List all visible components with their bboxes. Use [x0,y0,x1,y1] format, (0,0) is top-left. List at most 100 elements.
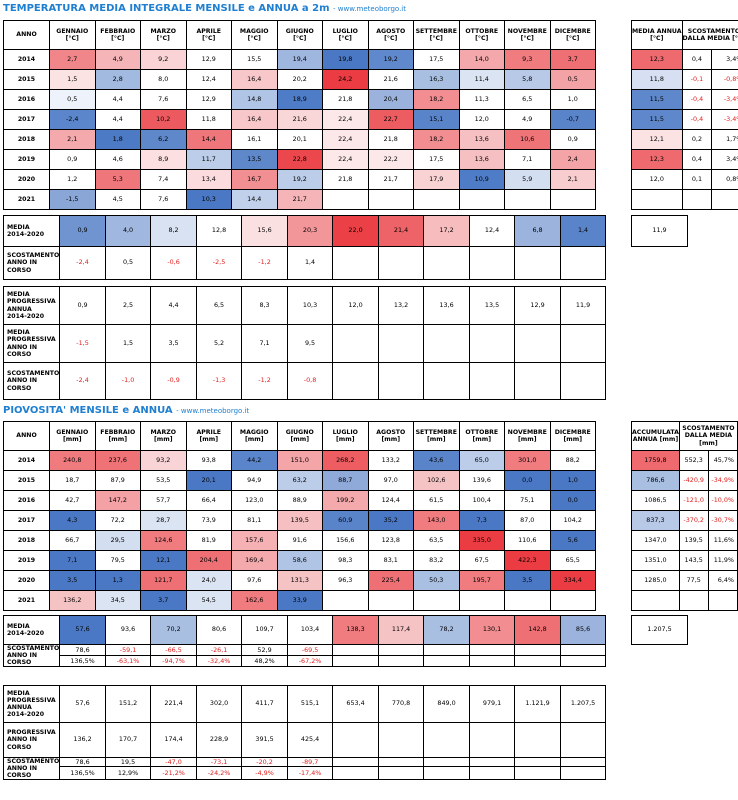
temp-prog-cur-cell [332,324,379,363]
rain-value-cell: 83,1 [367,550,414,571]
rain-value-cell: 66,7 [49,530,96,551]
rain-value-cell: 35,2 [367,510,414,531]
rain-scost-cell: 52,9 [241,643,288,657]
col-header-month: APRILE [mm] [185,421,232,451]
rain-scost-cell [332,643,379,657]
rain-prog-cur-cell [423,722,470,758]
temp-value-cell: 6,5 [504,89,551,110]
rain-value-cell: 131,3 [276,570,323,591]
temp-annual-row: 12,00,10,8% [631,169,738,190]
scost-value-cell: 77,5 [678,570,709,591]
rain-value-cell: 100,4 [458,490,505,511]
rain-prog-scost-pct-cell [332,766,379,781]
rain-annual-row: 786,6 -420,9 -34,9% [631,470,738,491]
temp-media-cell: 12,4 [468,215,516,247]
temp-value-cell: 11,3 [458,89,505,110]
temp-value-cell: 21,6 [276,109,323,130]
temp-prog-cur-cell: 9,5 [286,324,334,363]
temp-media-cell: 12,8 [195,215,243,247]
accumulata-cell: 1347,0 [631,530,680,551]
temp-value-cell: 16,4 [231,109,278,130]
temp-value-cell: 18,2 [413,129,460,150]
rain-scost-pct-cell: -67,2% [286,655,334,668]
temp-prog-scost-cell [559,362,607,400]
scost-pct-cell: -3,4% [711,109,738,130]
year-label: 2018 [3,129,50,150]
temp-prog-cur-cell: 5,2 [195,324,243,363]
media-annua-cell [631,189,683,210]
rain-value-cell: 88,2 [549,450,596,471]
rain-value-cell: 53,5 [140,470,187,491]
rain-prog-cell: 1.207,5 [559,685,607,723]
temp-prog-cell: 13,5 [468,286,516,325]
scost-pct-cell: 11,9% [707,550,738,571]
year-label: 2015 [3,470,50,491]
rain-value-cell: 81,1 [231,510,278,531]
scost-pct-cell: -30,7% [707,510,738,531]
rain-scost-cell [514,643,561,657]
year-label: 2015 [3,69,50,90]
scost-value-cell [681,189,713,210]
rain-value-cell: 1,0 [549,470,596,491]
col-header-month: AGOSTO [mm] [367,421,414,451]
temp-value-cell: 14,4 [185,129,232,150]
temp-value-cell: 1,8 [94,129,141,150]
temp-value-cell: 19,4 [276,49,323,70]
temp-value-cell: 0,5 [549,69,596,90]
rain-year-row: 2020 3,5 1,3 121,7 24,0 97,6 131,3 96,3 225,4 50,… [3,570,596,591]
rain-prog-cur-cell: 170,7 [104,722,152,758]
rain-value-cell: 147,2 [94,490,141,511]
rain-value-cell: 83,2 [413,550,460,571]
temp-prog-cell: 0,9 [59,286,106,325]
rain-prog-scost-cell [514,756,561,768]
rain-annual-header-row: ACCUMULATA ANNUA [mm] SCOSTAMENTO DALLA MED… [631,421,738,451]
rain-scost-cell [559,643,607,657]
rain-media-annua-cell: 1.207,5 [631,615,688,645]
rain-header-row: ANNO GENNAIO [mm] FEBBRAIO [mm] MARZO [mm] APRI… [3,421,596,451]
rain-prog-scost-pct-cell [468,766,516,781]
rain-value-cell: 60,9 [322,510,369,531]
temp-prog-cur-cell [514,324,561,363]
temp-prog-scost-cell [332,362,379,400]
rain-media-cell: 85,6 [559,615,607,645]
rain-value-cell: 93,2 [140,450,187,471]
temp-media-cell: 15,6 [241,215,288,247]
temp-scost-cell: -2,4 [59,246,106,280]
rain-value-cell: 81,9 [185,530,232,551]
rain-value-cell: 79,5 [94,550,141,571]
rain-prog-cur-cell [332,722,379,758]
rain-annual-row: 1285,0 77,5 6,4% [631,570,738,591]
year-label: 2016 [3,89,50,110]
rain-value-cell: 157,6 [231,530,278,551]
rain-value-cell: 143,0 [413,510,460,531]
rain-prog-cell: 1.121,9 [514,685,561,723]
col-header-month: MAGGIO [mm] [231,421,278,451]
col-header-month: FEBBRAIO [°C] [94,20,141,50]
col-header-month: NOVEMBRE [mm] [504,421,551,451]
rain-scost-pct-cell [514,655,561,668]
accumulata-cell: 1086,5 [631,490,680,511]
rain-value-cell: 88,7 [322,470,369,491]
temp-value-cell: 2,8 [94,69,141,90]
temp-value-cell: 11,8 [185,109,232,130]
temp-value-cell: 5,3 [94,169,141,190]
rain-value-cell: 204,4 [185,550,232,571]
temp-value-cell: 12,4 [185,69,232,90]
rain-value-cell: 169,4 [231,550,278,571]
temp-scost-cell [423,246,470,280]
scost-label: SCOSTAMENTO ANNO IN CORSO [2,643,61,668]
temp-value-cell: 10,3 [185,189,232,210]
temp-value-cell: 1,0 [549,89,596,110]
temp-year-row: 2014 2,7 4,9 9,2 12,9 15,5 19,4 19,8 19,2 17,5 14,… [3,49,596,70]
temp-value-cell: 11,7 [185,149,232,170]
rain-value-cell: 93,8 [185,450,232,471]
temp-value-cell: 17,5 [413,149,460,170]
temp-value-cell: 10,9 [458,169,505,190]
temp-prog-scost-cell: -1,3 [195,362,243,400]
rain-value-cell: 65,0 [458,450,505,471]
rain-value-cell: 20,1 [185,470,232,491]
prog-scost-label: SCOSTAMENTO ANNO IN CORSO [2,756,61,781]
rain-media-cell: 142,8 [514,615,561,645]
temp-scost-cell: -2,5 [195,246,243,280]
